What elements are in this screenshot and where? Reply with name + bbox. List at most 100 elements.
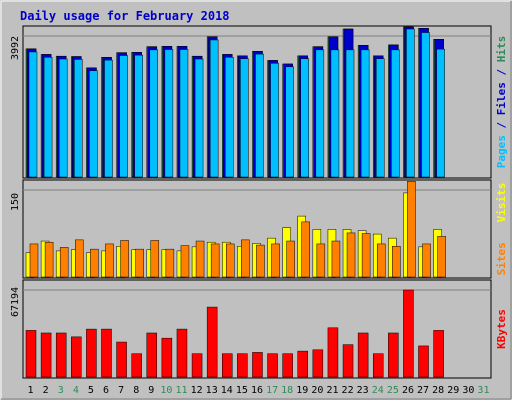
legend-entry: Visits: [495, 183, 508, 223]
sites-bar: [90, 248, 99, 278]
pages-bar: [421, 32, 430, 178]
sites-bar: [226, 243, 235, 278]
kbytes-bar: [327, 327, 339, 378]
sites-bar: [150, 240, 160, 278]
x-tick-label: 31: [477, 385, 489, 396]
x-tick-label: 17: [266, 385, 278, 396]
pages-bar: [58, 58, 68, 178]
sites-bar: [301, 221, 310, 278]
x-tick-label: 15: [236, 385, 248, 396]
x-tick-label: 5: [88, 385, 94, 396]
pages-bar: [360, 49, 370, 178]
x-tick-label: 25: [387, 385, 399, 396]
x-tick-label: 28: [432, 385, 444, 396]
x-tick-label: 30: [462, 385, 474, 396]
pages-bar: [119, 55, 128, 178]
kbytes-bar: [146, 332, 158, 378]
sites-bar: [241, 239, 250, 278]
sites-bar: [105, 243, 114, 278]
x-tick-label: 10: [160, 385, 172, 396]
x-tick-label: 22: [342, 385, 354, 396]
pages-bar: [345, 49, 355, 178]
x-tick-label: 18: [281, 385, 293, 396]
x-tick-label: 24: [372, 385, 384, 396]
kbytes-bar: [372, 353, 384, 378]
sites-bar: [422, 243, 431, 278]
pages-bar: [74, 59, 83, 178]
sites-bar: [346, 232, 356, 278]
legend-entry: KBytes: [495, 309, 508, 349]
kbytes-bar: [25, 330, 37, 378]
legend-kbytes: KBytes: [495, 309, 508, 349]
sites-bar: [135, 248, 144, 278]
sites-bar: [29, 243, 39, 278]
pages-bar: [43, 57, 53, 178]
kbytes-bar: [403, 289, 414, 378]
kbytes-bar: [116, 341, 127, 378]
legend-entry: Pages: [495, 135, 508, 168]
x-tick-label: 23: [357, 385, 369, 396]
sites-bar: [256, 244, 265, 278]
sites-bar: [195, 240, 205, 278]
kbytes-bar: [71, 336, 82, 378]
pages-bar: [89, 70, 98, 178]
chart-panels: 3992 150 67194 Pages / Files / Hits Sites / …: [10, 25, 508, 379]
x-tick-label: 6: [103, 385, 109, 396]
panel-visits: 150: [10, 179, 492, 279]
kbytes-bar: [357, 332, 369, 378]
x-tick-label: 16: [251, 385, 263, 396]
sites-bar: [316, 243, 326, 278]
kbytes-bar: [191, 353, 203, 378]
kbytes-bar: [40, 332, 52, 378]
x-tick-label: 20: [311, 385, 323, 396]
x-tick-label: 3: [58, 385, 64, 396]
x-tick-label: 19: [296, 385, 308, 396]
y-max-label-visits: 150: [10, 193, 21, 211]
pages-bar: [375, 58, 385, 178]
x-tick-label: 8: [133, 385, 139, 396]
x-tick-label: 12: [191, 385, 203, 396]
sites-bar: [165, 248, 175, 278]
sites-bar: [271, 243, 280, 278]
sites-bar: [361, 233, 371, 278]
sites-bar: [180, 245, 190, 278]
kbytes-bar: [131, 353, 142, 378]
pages-bar: [225, 57, 234, 178]
legend-entry: Sites: [495, 242, 508, 275]
sites-bar: [437, 236, 446, 278]
kbytes-bar: [297, 350, 308, 378]
kbytes-bar: [267, 353, 278, 378]
x-tick-label: 1: [28, 385, 34, 396]
pages-bar: [300, 58, 309, 178]
chart-title: Daily usage for February 2018: [20, 9, 230, 23]
right-legends: Pages / Files / Hits Sites / Visits KBytes: [495, 36, 508, 349]
kbytes-bar: [86, 328, 97, 378]
legend-entry: Hits: [495, 36, 508, 63]
pages-bar: [285, 66, 294, 178]
x-tick-label: 4: [73, 385, 79, 396]
y-max-label-kbytes: 67194: [10, 287, 21, 317]
x-tick-label: 2: [43, 385, 49, 396]
pages-bar: [270, 63, 279, 178]
x-tick-label: 11: [175, 385, 187, 396]
pages-bar: [391, 49, 400, 178]
kbytes-bar: [222, 353, 233, 378]
x-tick-label: 26: [402, 385, 414, 396]
kbytes-bar: [206, 306, 218, 378]
sites-bar: [286, 240, 295, 278]
y-max-label-hits: 3992: [10, 36, 21, 60]
kbytes-bar: [433, 330, 444, 378]
x-tick-label: 9: [148, 385, 154, 396]
legend-entry: /: [495, 115, 508, 135]
legend-visits: Sites / Visits: [495, 183, 508, 276]
pages-bar: [179, 49, 189, 178]
pages-bar: [104, 59, 113, 178]
sites-bar: [120, 240, 129, 278]
kbytes-bar: [237, 353, 248, 378]
sites-bar: [75, 239, 84, 278]
pages-bar: [194, 58, 204, 178]
panel-kbytes: 67194: [10, 279, 492, 379]
x-tick-label: 13: [206, 385, 218, 396]
legend-entry: Files: [495, 82, 508, 115]
pages-bar: [330, 49, 340, 178]
